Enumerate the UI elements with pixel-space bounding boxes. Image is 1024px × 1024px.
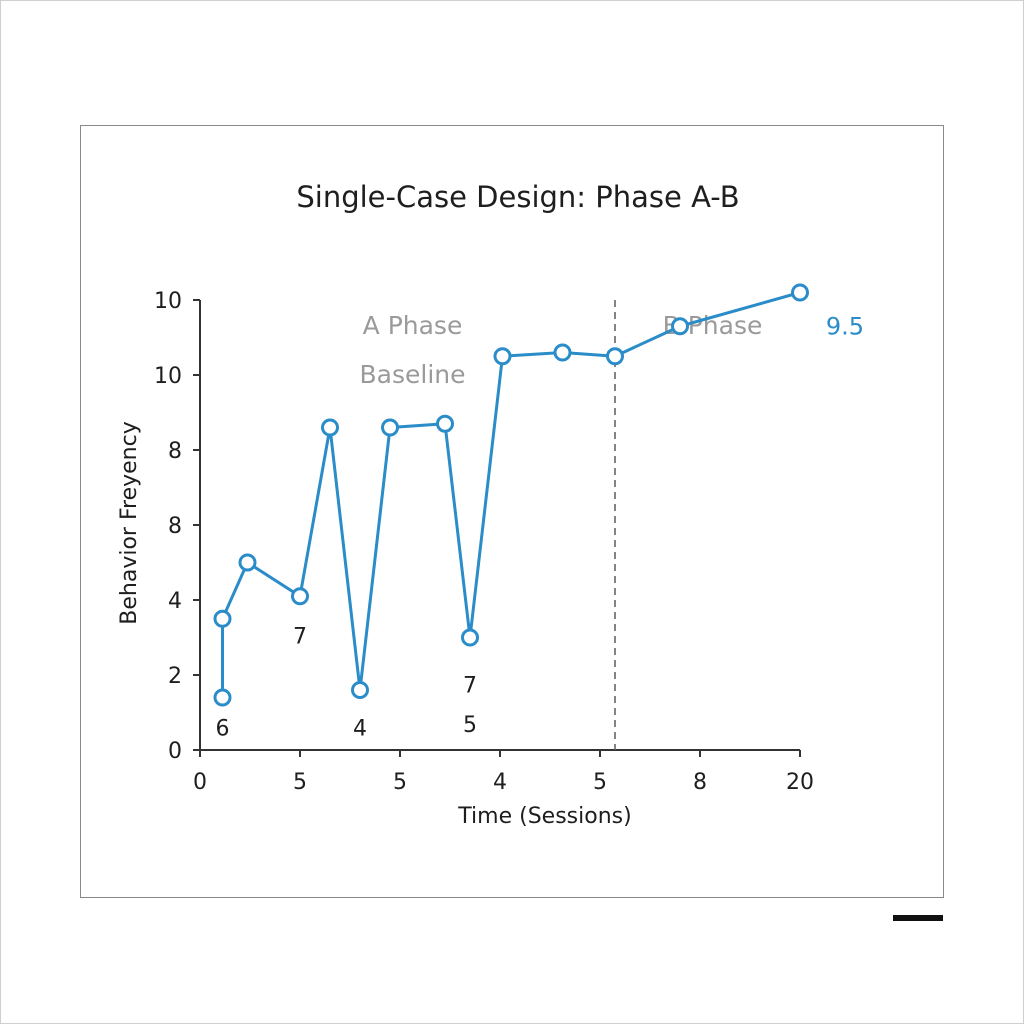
x-tick-label: 5 xyxy=(293,770,307,795)
data-point xyxy=(461,628,479,647)
chart-title: Single-Case Design: Phase A-B xyxy=(296,180,739,214)
value-annotation: 9.5 xyxy=(826,312,864,340)
point-label: 7 xyxy=(463,673,477,698)
data-point xyxy=(213,609,232,628)
x-tick-label: 0 xyxy=(193,770,207,795)
data-point xyxy=(671,317,689,336)
x-tick-label: 20 xyxy=(786,770,814,795)
data-point xyxy=(321,418,339,437)
phase-a-label: A Phase xyxy=(363,311,463,340)
data-point xyxy=(291,587,309,606)
x-tick-label: 5 xyxy=(393,770,407,795)
point-label: 5 xyxy=(463,713,477,738)
data-point xyxy=(213,688,232,707)
series-group xyxy=(213,283,809,707)
x-tick-label: 4 xyxy=(493,770,507,795)
data-point xyxy=(553,343,572,362)
chart-frame xyxy=(80,125,944,898)
y-tick-label: 0 xyxy=(168,739,182,764)
x-axis-label: Time (Sessions) xyxy=(457,804,631,829)
data-point xyxy=(381,418,399,437)
data-point xyxy=(493,347,512,366)
y-tick-label: 8 xyxy=(168,514,182,539)
scale-bar xyxy=(893,915,943,921)
data-point xyxy=(791,283,809,302)
y-tick-label: 10 xyxy=(154,289,182,314)
phase-a-subtitle: Baseline xyxy=(360,360,466,389)
y-tick-label: 10 xyxy=(154,364,182,389)
data-point xyxy=(238,553,257,572)
x-tick-label: 5 xyxy=(593,770,607,795)
series-line xyxy=(221,291,801,698)
data-point xyxy=(436,414,454,433)
data-point xyxy=(606,347,624,366)
y-tick-label: 4 xyxy=(168,589,182,614)
point-label: 4 xyxy=(353,717,367,742)
y-axis-label: Behavior Freyency xyxy=(117,421,142,624)
label-group: 6 7 4 7 5 9.5 xyxy=(216,312,865,741)
data-point xyxy=(351,681,369,699)
point-label: 7 xyxy=(293,625,307,650)
y-tick-label: 8 xyxy=(168,439,182,464)
y-tick-label: 2 xyxy=(168,664,182,689)
x-tick-label: 8 xyxy=(693,770,707,795)
axes: 0 2 4 8 8 10 10 0 5 5 4 5 8 20 xyxy=(154,289,814,795)
point-label: 6 xyxy=(216,717,230,742)
